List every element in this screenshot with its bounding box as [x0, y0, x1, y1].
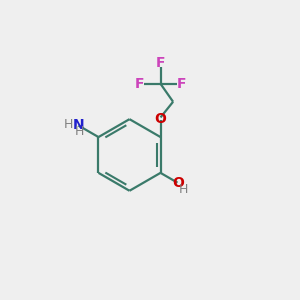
- Text: N: N: [73, 118, 84, 132]
- Text: H: H: [75, 125, 84, 139]
- Text: F: F: [176, 77, 186, 91]
- Text: O: O: [173, 176, 184, 190]
- Text: F: F: [156, 56, 165, 70]
- Text: H: H: [63, 118, 73, 131]
- Text: O: O: [154, 112, 166, 126]
- Text: H: H: [178, 183, 188, 196]
- Text: F: F: [135, 77, 145, 91]
